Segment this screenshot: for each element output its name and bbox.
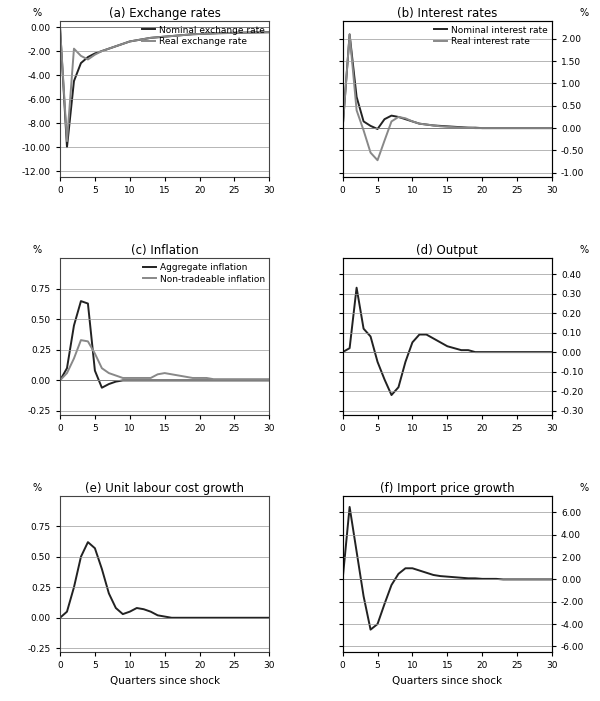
Text: %: % (579, 8, 589, 18)
Title: (b) Interest rates: (b) Interest rates (397, 7, 497, 20)
Legend: Nominal interest rate, Real interest rate: Nominal interest rate, Real interest rat… (434, 25, 547, 46)
Title: (d) Output: (d) Output (416, 244, 478, 257)
Text: %: % (579, 483, 589, 493)
Text: %: % (579, 245, 589, 255)
Title: (a) Exchange rates: (a) Exchange rates (109, 7, 221, 20)
Title: (e) Unit labour cost growth: (e) Unit labour cost growth (85, 482, 244, 495)
X-axis label: Quarters since shock: Quarters since shock (392, 676, 502, 686)
Legend: Nominal exchange rate, Real exchange rate: Nominal exchange rate, Real exchange rat… (142, 25, 265, 46)
X-axis label: Quarters since shock: Quarters since shock (110, 676, 220, 686)
Legend: Aggregate inflation, Non-tradeable inflation: Aggregate inflation, Non-tradeable infla… (143, 263, 265, 284)
Title: (f) Import price growth: (f) Import price growth (380, 482, 515, 495)
Text: %: % (33, 245, 42, 255)
Text: %: % (33, 8, 42, 18)
Title: (c) Inflation: (c) Inflation (131, 244, 199, 257)
Text: %: % (33, 483, 42, 493)
